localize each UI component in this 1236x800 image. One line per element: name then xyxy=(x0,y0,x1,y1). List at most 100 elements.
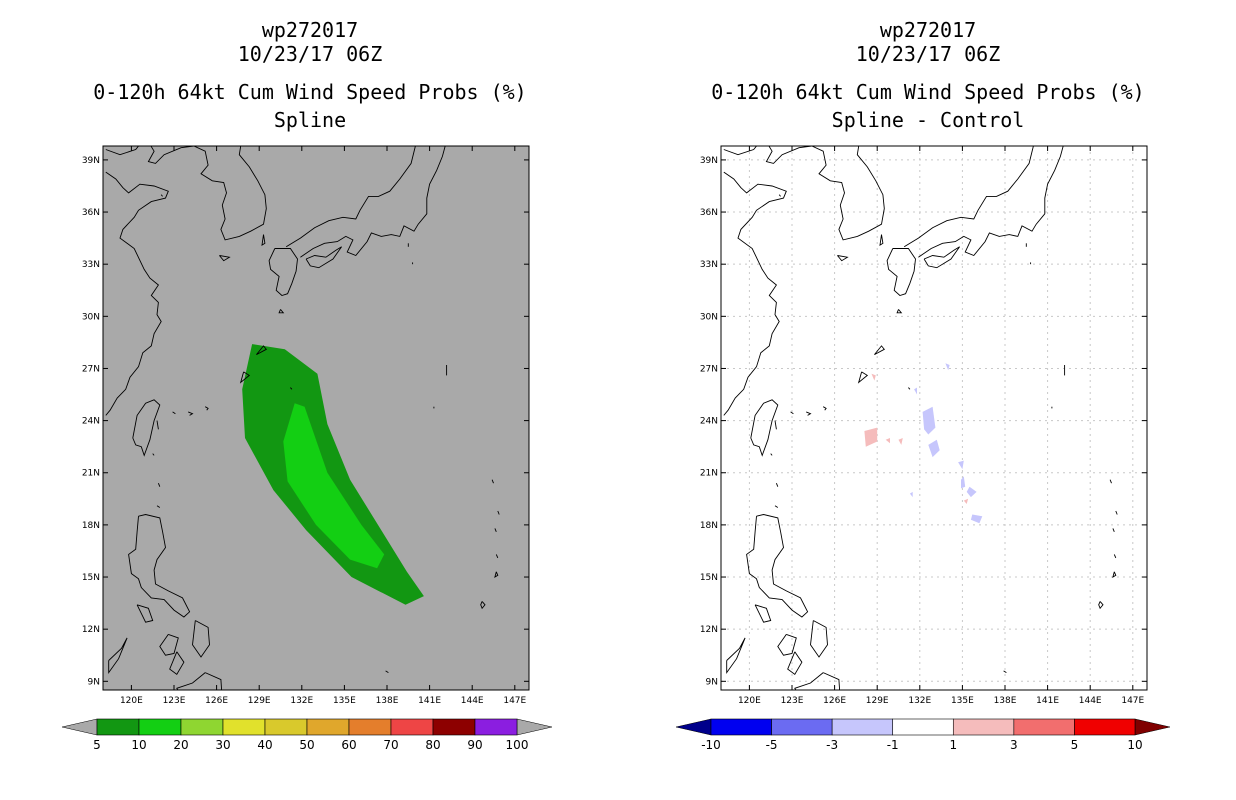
coastline-36 xyxy=(152,453,155,456)
colorbar-low-arrow xyxy=(675,718,712,736)
colorbar-swatch xyxy=(222,718,266,736)
coastline-20 xyxy=(896,309,903,314)
colorbar-label: 100 xyxy=(506,738,529,752)
coastline-0 xyxy=(723,146,812,164)
y-tick-label: 30N xyxy=(82,312,100,322)
coastline-19 xyxy=(790,411,794,415)
x-tick-label: 120E xyxy=(738,696,761,706)
colorbar-swatch xyxy=(432,718,476,736)
x-tick-label: 132E xyxy=(290,696,313,706)
coastline-0 xyxy=(105,146,194,164)
x-tick-label: 129E xyxy=(866,696,889,706)
colorbar-swatch xyxy=(952,718,1015,736)
coastline-34 xyxy=(261,234,266,246)
contour-region-0 xyxy=(864,427,878,447)
colorbar-swatch xyxy=(264,718,308,736)
y-tick-label: 27N xyxy=(700,364,718,374)
colorbar-label: 60 xyxy=(341,738,356,752)
colorbar-0: 5 10 20 30 40 50 60 70 80 90 100 xyxy=(61,718,553,752)
colorbar-label: 3 xyxy=(1010,738,1018,752)
coastline-18 xyxy=(204,406,209,411)
right-chart-subtitle: Spline - Control xyxy=(831,108,1025,132)
coastline-19 xyxy=(172,411,176,415)
colorbar-swatch xyxy=(390,718,434,736)
coastline-22 xyxy=(480,601,486,610)
coastline-18 xyxy=(822,406,827,411)
x-tick-label: 129E xyxy=(248,696,271,706)
x-tick-label: 135E xyxy=(951,696,974,706)
coastline-7 xyxy=(132,399,161,457)
y-tick-label: 33N xyxy=(700,260,718,270)
coastline-7 xyxy=(750,399,779,457)
coastline-32 xyxy=(160,194,163,197)
x-tick-label: 132E xyxy=(908,696,931,706)
coastline-2 xyxy=(811,146,885,241)
colorbar-swatch xyxy=(771,718,833,736)
colorbar-label: 20 xyxy=(173,738,188,752)
coastline-4 xyxy=(285,146,416,248)
coastline-37 xyxy=(775,483,779,487)
y-tick-label: 36N xyxy=(700,208,718,218)
coastline-15 xyxy=(857,371,869,384)
x-tick-label: 123E xyxy=(163,696,186,706)
contour-region-5 xyxy=(922,406,936,435)
x-tick-label: 120E xyxy=(120,696,143,706)
coastline-24 xyxy=(1112,528,1115,532)
colorbar-label: 50 xyxy=(299,738,314,752)
coastline-2 xyxy=(193,146,267,241)
coastline-39 xyxy=(385,670,389,673)
y-tick-label: 24N xyxy=(82,417,100,427)
y-tick-label: 27N xyxy=(82,364,100,374)
left-title: wp272017 10/23/17 06Z 0-120h 64kt Cum Wi… xyxy=(0,18,620,132)
contour-region-1 xyxy=(885,438,890,444)
coastline-11 xyxy=(192,620,210,658)
coastline-3 xyxy=(268,248,298,297)
coastline-15 xyxy=(239,371,251,384)
panel-0: 120E 123E 126E 129E 132E 135E 138E 141E 144E 147E… xyxy=(82,145,530,706)
coastline-3 xyxy=(886,248,916,297)
coastline-16 xyxy=(874,345,885,355)
contour-region-9 xyxy=(966,486,977,498)
y-tick-label: 24N xyxy=(700,417,718,427)
contour-region-3 xyxy=(871,373,876,381)
coastline-5 xyxy=(300,146,446,258)
coastline-21 xyxy=(494,571,499,578)
colorbar-label: 90 xyxy=(467,738,482,752)
x-tick-label: 123E xyxy=(781,696,804,706)
coastline-8 xyxy=(128,514,191,618)
coastline-21 xyxy=(1112,571,1117,578)
panel-0-map-area xyxy=(105,146,500,690)
coastline-40 xyxy=(955,707,956,711)
coastline-4 xyxy=(903,146,1034,248)
coastline-14 xyxy=(108,637,128,675)
coastline-24 xyxy=(494,528,497,532)
coastline-31 xyxy=(908,387,911,390)
colorbar-label: 10 xyxy=(131,738,146,752)
colorbar-swatch xyxy=(180,718,224,736)
y-tick-label: 12N xyxy=(700,625,718,635)
x-tick-label: 147E xyxy=(503,696,526,706)
colorbar-label: 1 xyxy=(949,738,957,752)
coastline-8 xyxy=(746,514,809,618)
coastline-36 xyxy=(770,453,773,456)
contour-region-12 xyxy=(914,387,917,395)
colorbar-high-arrow xyxy=(1134,718,1171,736)
contour-region-11 xyxy=(945,363,950,371)
y-tick-label: 18N xyxy=(82,521,100,531)
colorbar-swatch xyxy=(474,718,518,736)
coastline-14 xyxy=(726,637,746,675)
colorbar-high-arrow xyxy=(516,718,553,736)
right-storm-id: wp272017 xyxy=(879,18,977,42)
x-tick-label: 138E xyxy=(994,696,1017,706)
coastline-6 xyxy=(923,246,960,269)
contour-region-10 xyxy=(970,514,983,524)
colorbar-label: 10 xyxy=(1127,738,1142,752)
colorbar-label: 5 xyxy=(1071,738,1079,752)
contour-region-8 xyxy=(961,476,966,489)
colorbar-label: 80 xyxy=(425,738,440,752)
coastline-9 xyxy=(754,604,772,623)
coastline-11 xyxy=(810,620,828,658)
coastline-17 xyxy=(188,411,194,416)
x-tick-label: 147E xyxy=(1121,696,1144,706)
x-tick-label: 126E xyxy=(205,696,228,706)
